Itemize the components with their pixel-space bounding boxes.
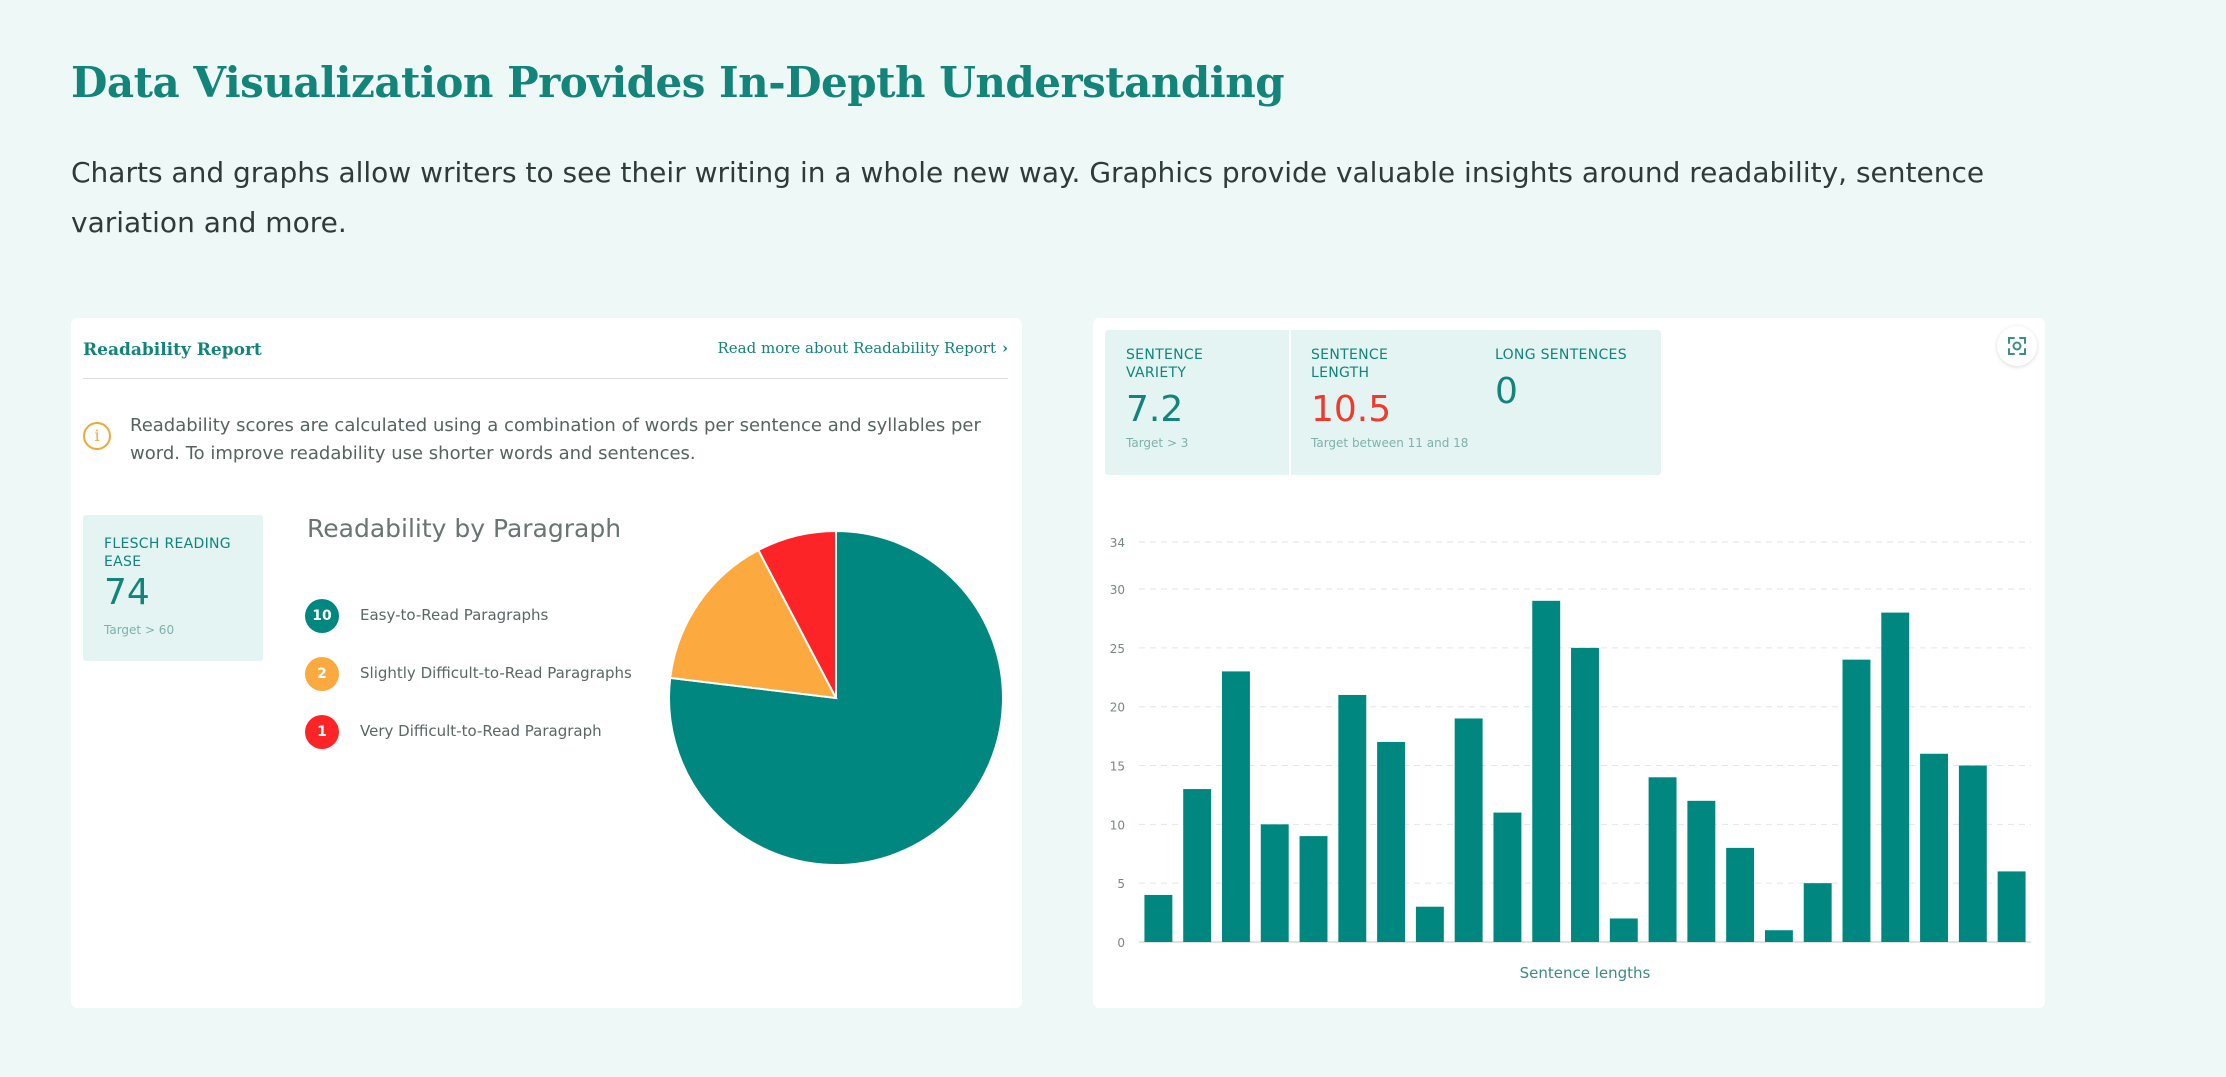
pie-slice [668, 529, 1004, 866]
stat-label: SENTENCE VARIETY [1126, 347, 1204, 381]
bar [1920, 753, 1949, 942]
stat-label: LONG SENTENCES [1495, 347, 1627, 363]
divider [1289, 330, 1291, 475]
legend-label-very-difficult: Very Difficult-to-Read Paragraph [360, 722, 602, 740]
y-tick-label: 34 [1110, 536, 1125, 550]
pie-slice [757, 529, 837, 699]
flesch-target: Target > 60 [104, 623, 175, 637]
readability-info-text: Readability scores are calculated using … [130, 415, 981, 464]
sentence-stats-card: SENTENCE VARIETY 7.2 Target > 3 SENTENCE… [1093, 318, 2045, 1008]
flesch-label: FLESCH READING EASE [104, 536, 231, 570]
bar [1842, 659, 1871, 942]
bar [1221, 671, 1250, 942]
bar [1726, 847, 1755, 942]
bar [1338, 694, 1367, 942]
flesch-value: 74 [104, 572, 150, 613]
bar [1609, 918, 1638, 942]
pie-slice [669, 548, 838, 700]
info-icon: i [83, 422, 111, 450]
bar [1454, 718, 1483, 942]
y-tick-label: 0 [1117, 936, 1125, 950]
stat-value: 10.5 [1311, 389, 1392, 430]
stat-long-sentences: LONG SENTENCES 0 [1495, 346, 1635, 414]
pie-chart-title: Readability by Paragraph [307, 514, 622, 543]
legend-label-easy: Easy-to-Read Paragraphs [360, 606, 549, 624]
bar [1415, 906, 1444, 942]
legend-count-easy: 10 [305, 599, 339, 633]
y-tick-label: 25 [1110, 642, 1125, 656]
bar [1299, 836, 1328, 942]
expand-button[interactable] [1997, 326, 2037, 366]
bar [1260, 824, 1289, 942]
stat-sentence-variety: SENTENCE VARIETY 7.2 Target > 3 [1126, 346, 1266, 450]
divider [83, 378, 1008, 379]
y-tick-label: 30 [1110, 583, 1125, 597]
legend-count-slightly-difficult: 2 [305, 657, 339, 691]
read-more-link[interactable]: Read more about Readability Report › [717, 339, 1008, 357]
bar [1881, 612, 1910, 942]
focus-frame-icon [2008, 337, 2026, 355]
stat-target: Target between 11 and 18 [1311, 436, 1469, 450]
bar [1144, 894, 1173, 942]
sentence-stats-strip: SENTENCE VARIETY 7.2 Target > 3 SENTENCE… [1105, 330, 1661, 475]
bar [1687, 800, 1716, 942]
legend-count-very-difficult: 1 [305, 715, 339, 749]
bar [1958, 765, 1987, 942]
y-tick-label: 15 [1110, 760, 1125, 774]
stat-target: Target > 3 [1126, 436, 1189, 450]
flesch-reading-ease-box: FLESCH READING EASE 74 Target > 60 [83, 515, 263, 661]
bar [1803, 883, 1832, 942]
bar [1493, 812, 1522, 942]
readability-pie-chart [668, 529, 1004, 866]
bar [1183, 789, 1212, 942]
bar [1997, 871, 2026, 942]
stat-value: 0 [1495, 371, 1518, 412]
page-heading: Data Visualization Provides In-Depth Und… [71, 58, 1285, 107]
stat-label: SENTENCE LENGTH [1311, 347, 1389, 381]
sentence-length-bar-chart: 0 5 10 15 20 25 30 34 Sentence lengths [1110, 536, 2031, 982]
bar [1648, 777, 1677, 942]
readability-report-card: Readability Report Read more about Reada… [71, 318, 1022, 1008]
bar [1377, 742, 1406, 942]
legend-label-slightly-difficult: Slightly Difficult-to-Read Paragraphs [360, 664, 632, 682]
y-tick-label: 20 [1110, 701, 1125, 715]
stat-value: 7.2 [1126, 389, 1184, 430]
y-tick-label: 10 [1110, 818, 1125, 832]
page-subtitle: Charts and graphs allow writers to see t… [71, 156, 1985, 239]
bar [1764, 930, 1793, 942]
x-axis-label: Sentence lengths [1520, 964, 1651, 982]
card-title: Readability Report [83, 340, 262, 360]
y-tick-label: 5 [1117, 877, 1125, 891]
chevron-right-icon: › [1002, 339, 1008, 357]
bar [1532, 600, 1561, 942]
stat-sentence-length: SENTENCE LENGTH 10.5 Target between 11 a… [1311, 346, 1468, 450]
read-more-label: Read more about Readability Report [717, 339, 996, 357]
bar [1571, 647, 1599, 942]
